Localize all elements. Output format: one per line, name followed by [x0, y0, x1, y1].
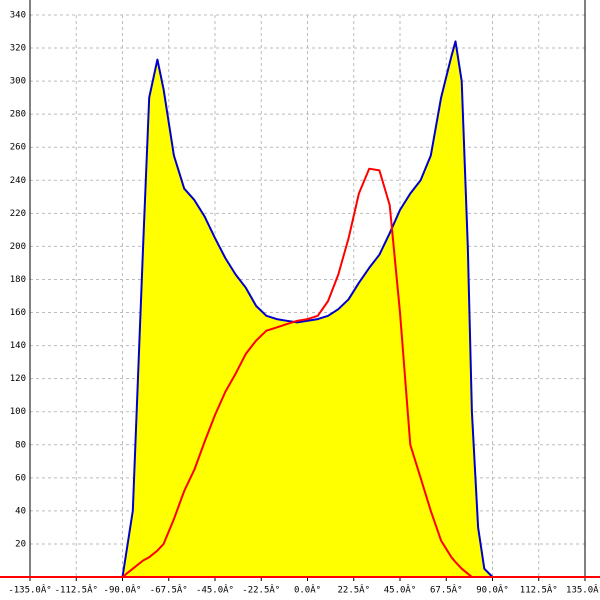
x-tick-label: -90.0Â° [104, 584, 142, 596]
y-tick-label: 280 [10, 110, 26, 120]
x-tick-label: 67.5Â° [430, 584, 463, 596]
x-tick-label: -135.0Â° [8, 584, 51, 596]
x-tick-label: 22.5Â° [337, 584, 370, 596]
line [112, 167, 503, 578]
y-tick-label: 300 [10, 77, 26, 87]
y-tick-label: 320 [10, 44, 26, 54]
y-tick-label: 140 [10, 341, 26, 351]
y-tick-label: 220 [10, 209, 26, 219]
x-tick-label: -45.0Â° [196, 584, 234, 596]
y-tick-label: 20 [15, 539, 26, 549]
y-tick-label: 160 [10, 308, 26, 318]
x-tick-label: -67.5Â° [150, 584, 188, 596]
area [112, 41, 503, 577]
y-tick-label: 240 [10, 176, 26, 186]
x-tick-label: 112.5Â° [520, 584, 558, 596]
x-tick-label: 135.0Â° [566, 584, 600, 596]
y-tick-label: 40 [15, 506, 26, 516]
x-tick-label: 45.0Â° [384, 584, 417, 596]
y-tick-label: 180 [10, 275, 26, 285]
y-tick-label: 100 [10, 407, 26, 417]
y-tick-label: 340 [10, 11, 26, 21]
y-tick-label: 260 [10, 143, 26, 153]
y-tick-label: 200 [10, 242, 26, 252]
y-tick-label: 60 [15, 473, 26, 483]
y-tick-label: 120 [10, 374, 26, 384]
x-tick-label: 0.0Â° [294, 584, 321, 596]
y-tick-label: 80 [15, 440, 26, 450]
x-tick-label: -22.5Â° [242, 584, 280, 596]
line [112, 40, 503, 578]
x-tick-label: -112.5Â° [55, 584, 98, 596]
x-tick-label: 90.0Â° [476, 584, 509, 596]
